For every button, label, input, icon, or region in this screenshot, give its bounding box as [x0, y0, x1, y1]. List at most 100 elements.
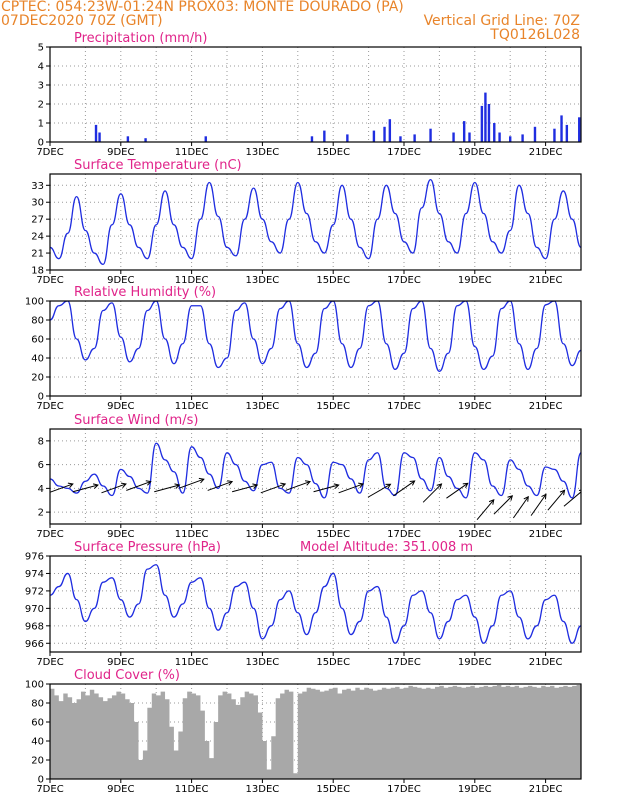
x-tick-label: 13DEC: [246, 147, 280, 158]
wind-arrow: [154, 483, 181, 493]
y-tick-label: 18: [31, 266, 44, 277]
wind-arrow: [313, 483, 340, 493]
precip-bar: [388, 119, 392, 142]
y-tick-label: 2: [38, 100, 44, 111]
precip-bar: [310, 136, 314, 142]
series: [50, 564, 581, 644]
y-tick-label: 966: [25, 639, 44, 650]
series: [94, 92, 581, 142]
y-tick-label: 27: [31, 215, 44, 226]
y-tick-label: 20: [31, 373, 44, 384]
y-tick-label: 5: [38, 43, 44, 54]
y-tick-label: 33: [31, 181, 44, 192]
x-tick-label: 13DEC: [246, 401, 280, 412]
model-altitude-label: Model Altitude: 351.008 m: [300, 540, 473, 555]
y-tick-label: 970: [25, 604, 44, 615]
x-tick-label: 21DEC: [529, 401, 563, 412]
x-tick-label: 15DEC: [316, 784, 350, 795]
wind-arrow: [530, 493, 547, 516]
series: [50, 178, 581, 266]
precip-bar: [429, 128, 432, 142]
panel-1: Surface Temperature (nC) 18 21 24 27 30 33 7DEC…: [31, 158, 582, 286]
x-tick-label: 7DEC: [36, 529, 63, 540]
wind-arrow: [72, 483, 99, 493]
series-line: [50, 178, 581, 266]
y-tick-label: 4: [38, 484, 44, 495]
y-tick-label: 80: [31, 316, 44, 327]
x-tick-label: 11DEC: [175, 784, 209, 795]
y-tick-label: 3: [38, 81, 44, 92]
precip-bar: [399, 136, 402, 142]
precip-bar: [565, 124, 569, 142]
x-tick-label: 21DEC: [529, 784, 563, 795]
header-grid-line: Vertical Grid Line: 70Z: [423, 13, 580, 29]
x-tick-label: 7DEC: [36, 275, 63, 286]
header-station: CPTEC: 054:23W-01:24N PROX03: MONTE DOUR…: [1, 0, 404, 15]
precip-bar: [498, 132, 501, 142]
y-tick-label: 24: [31, 232, 44, 243]
y-tick-label: 100: [25, 680, 44, 691]
panel-title: Surface Wind (m/s): [74, 413, 198, 428]
x-tick-label: 9DEC: [107, 784, 134, 795]
precip-bar: [493, 123, 496, 142]
series-line: [50, 442, 581, 499]
x-tick-label: 13DEC: [246, 657, 280, 668]
wind-arrow: [338, 482, 365, 494]
x-tick-label: 11DEC: [175, 275, 209, 286]
x-tick-label: 13DEC: [246, 784, 280, 795]
wind-arrow: [126, 480, 152, 491]
x-tick-label: 15DEC: [316, 147, 350, 158]
x-tick-label: 17DEC: [387, 147, 421, 158]
y-tick-label: 1: [38, 119, 44, 130]
precip-bar: [98, 132, 101, 142]
x-tick-label: 9DEC: [107, 275, 134, 286]
x-tick-label: 19DEC: [458, 784, 492, 795]
x-tick-label: 19DEC: [458, 147, 492, 158]
panel-0: Precipitation (mm/h) 0 1 2 3 4 5 7DEC 9DEC 11DEC 1…: [36, 31, 582, 158]
panel-frame: [49, 555, 582, 653]
x-tick-label: 17DEC: [387, 784, 421, 795]
y-tick-label: 60: [31, 335, 44, 346]
precip-bar: [462, 121, 466, 142]
panel-frame: [49, 683, 582, 780]
y-tick-label: 976: [25, 552, 44, 563]
wind-arrow: [179, 477, 205, 489]
y-tick-label: 30: [31, 198, 44, 209]
x-tick-label: 7DEC: [36, 657, 63, 668]
x-tick-label: 11DEC: [175, 401, 209, 412]
precip-bar: [346, 134, 349, 142]
panel-title: Precipitation (mm/h): [74, 31, 207, 46]
y-tick-label: 21: [31, 249, 44, 260]
y-tick-label: 8: [38, 436, 44, 447]
precip-bar: [468, 132, 471, 142]
y-tick-label: 968: [25, 621, 44, 632]
panel-frame: [49, 46, 582, 143]
wind-arrow: [260, 482, 287, 494]
precip-bar: [578, 117, 581, 142]
precip-bar: [553, 128, 556, 142]
x-tick-label: 7DEC: [36, 147, 63, 158]
panel-title: Relative Humidity (%): [74, 285, 216, 300]
header-model-id: TQ0126L028: [490, 27, 580, 43]
x-tick-label: 19DEC: [458, 529, 492, 540]
x-tick-label: 21DEC: [529, 147, 563, 158]
y-tick-label: 0: [38, 775, 44, 786]
y-tick-label: 4: [38, 62, 44, 73]
x-tick-label: 13DEC: [246, 529, 280, 540]
precip-bar: [383, 126, 386, 142]
x-tick-label: 15DEC: [316, 401, 350, 412]
x-tick-label: 17DEC: [387, 401, 421, 412]
x-tick-label: 9DEC: [107, 147, 134, 158]
x-tick-label: 11DEC: [175, 529, 209, 540]
panel-3: Surface Wind (m/s) 2 4 6 8 7DEC 9DEC 11DEC 13DEC…: [36, 413, 582, 540]
precip-bar: [94, 124, 98, 142]
panel-4: Surface Pressure (hPa) Model Altitude: 35…: [25, 540, 582, 668]
y-tick-label: 100: [25, 297, 44, 308]
y-tick-label: 6: [38, 460, 44, 471]
x-tick-label: 11DEC: [175, 147, 209, 158]
precip-bar: [413, 134, 416, 142]
wind-arrow: [367, 483, 392, 498]
y-tick-label: 40: [31, 354, 44, 365]
cloud-area: [50, 684, 581, 779]
precip-bar: [509, 136, 512, 142]
